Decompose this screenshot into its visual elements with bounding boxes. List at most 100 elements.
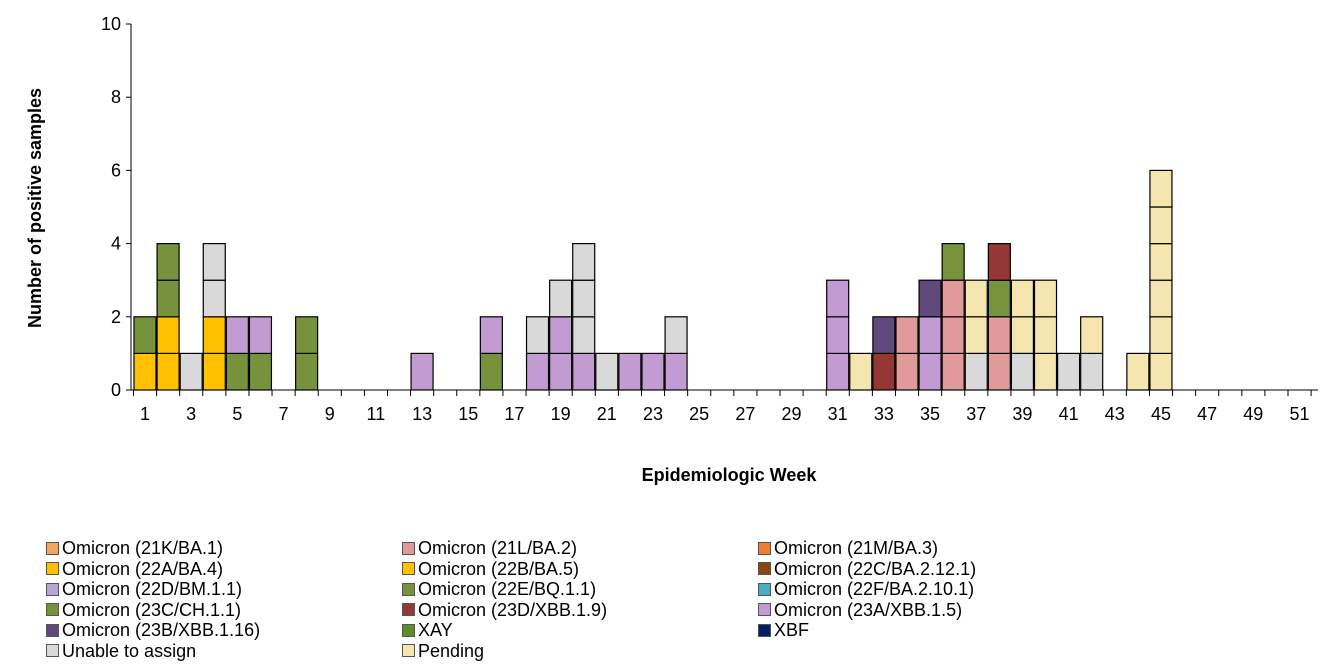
bar-segment bbox=[1033, 279, 1058, 318]
legend-item: Pending bbox=[402, 641, 484, 661]
x-tick-label: 25 bbox=[689, 404, 709, 424]
legend-label: Omicron (21K/BA.1) bbox=[62, 538, 224, 558]
bar-segment bbox=[895, 352, 919, 391]
bar-segment bbox=[202, 279, 226, 318]
legend-swatch bbox=[758, 603, 771, 616]
bar-segment bbox=[572, 279, 596, 318]
bar-segment bbox=[1080, 352, 1104, 391]
legend-swatch bbox=[402, 623, 415, 637]
bar-segment bbox=[1010, 352, 1035, 391]
legend-swatch bbox=[402, 582, 415, 596]
bar-segment bbox=[964, 279, 988, 318]
bar-segment bbox=[295, 352, 319, 391]
legend-item: Omicron (21L/BA.2) bbox=[402, 538, 577, 558]
legend-swatch bbox=[402, 603, 415, 616]
bar-segment bbox=[895, 316, 919, 354]
bar-segment bbox=[941, 316, 965, 354]
legend-label: Omicron (21L/BA.2) bbox=[418, 538, 578, 558]
bar-segment bbox=[1010, 316, 1035, 354]
bar-segment bbox=[1056, 352, 1081, 391]
x-tick-label: 19 bbox=[551, 404, 571, 424]
bar-segment bbox=[964, 316, 988, 354]
bar-segment bbox=[549, 316, 573, 354]
legend-label: Omicron (23D/XBB.1.9) bbox=[418, 599, 608, 620]
bar-segment bbox=[225, 316, 249, 354]
bar-segment bbox=[549, 352, 573, 391]
x-tick-label: 15 bbox=[458, 404, 478, 424]
bar-segment bbox=[826, 352, 850, 391]
bar-segment bbox=[572, 316, 596, 354]
x-tick-label: 33 bbox=[874, 404, 894, 424]
legend-label: Unable to assign bbox=[62, 640, 197, 661]
x-tick-label: 3 bbox=[186, 404, 196, 424]
bar-segment bbox=[133, 316, 157, 354]
bar-segment bbox=[941, 243, 965, 281]
legend-swatch bbox=[46, 582, 59, 596]
bar-segment bbox=[1149, 206, 1173, 245]
x-tick-label: 31 bbox=[828, 404, 848, 424]
bar-segment bbox=[1033, 316, 1058, 354]
bar-segment bbox=[826, 279, 850, 318]
x-tick-label: 27 bbox=[735, 404, 755, 424]
bar-segment bbox=[918, 279, 942, 318]
x-tick-label: 13 bbox=[412, 404, 432, 424]
bar-segment bbox=[525, 352, 550, 391]
bar-segment bbox=[248, 316, 273, 354]
bar-segment bbox=[941, 352, 965, 391]
x-tick-label: 5 bbox=[232, 404, 242, 424]
legend-label: Omicron (22F/BA.2.10.1) bbox=[774, 579, 975, 599]
bar-segment bbox=[1010, 279, 1035, 318]
legend-label: Omicron (23B/XBB.1.16) bbox=[62, 620, 261, 640]
legend-item: Omicron (22B/BA.5) bbox=[402, 559, 579, 579]
legend-item: Omicron (23D/XBB.1.9) bbox=[402, 600, 607, 620]
legend-swatch bbox=[758, 562, 771, 575]
x-tick-label: 1 bbox=[140, 404, 150, 424]
bar-segment bbox=[1033, 352, 1058, 391]
x-axis-title: Epidemiologic Week bbox=[642, 465, 818, 485]
legend-swatch bbox=[758, 623, 771, 637]
legend-label: Omicron (22E/BQ.1.1) bbox=[418, 579, 597, 599]
bar-segment bbox=[479, 316, 503, 354]
legend-label: Omicron (22D/BM.1.1) bbox=[62, 579, 243, 599]
legend-label: XBF bbox=[774, 620, 810, 640]
legend-item: Unable to assign bbox=[46, 641, 196, 661]
legend-item: Omicron (23A/XBB.1.5) bbox=[758, 600, 962, 620]
x-tick-label: 39 bbox=[1012, 404, 1032, 424]
legend-item: XAY bbox=[402, 620, 453, 640]
bar-segment bbox=[156, 352, 180, 391]
bar-segment bbox=[1149, 316, 1173, 354]
legend-item: Omicron (23C/CH.1.1) bbox=[46, 600, 241, 620]
legend-label: Omicron (22A/BA.4) bbox=[62, 558, 224, 579]
x-tick-label: 17 bbox=[504, 404, 524, 424]
x-tick-label: 23 bbox=[643, 404, 663, 424]
legend-item: Omicron (22D/BM.1.1) bbox=[46, 579, 242, 599]
legend-item: Omicron (23B/XBB.1.16) bbox=[46, 620, 260, 640]
x-tick-label: 49 bbox=[1243, 404, 1263, 424]
x-tick-label: 37 bbox=[966, 404, 986, 424]
bar-segment bbox=[664, 316, 688, 354]
legend-swatch bbox=[46, 644, 59, 657]
x-tick-label: 11 bbox=[367, 404, 386, 424]
legend-swatch bbox=[46, 562, 59, 575]
bar-segment bbox=[525, 316, 550, 354]
bars-group bbox=[133, 169, 1173, 391]
x-tick-label: 9 bbox=[325, 404, 335, 424]
bar-segment bbox=[1126, 352, 1150, 391]
legend-swatch bbox=[46, 541, 59, 555]
bar-segment bbox=[849, 352, 873, 391]
bar-segment bbox=[664, 352, 688, 391]
x-tick-label: 7 bbox=[279, 404, 289, 424]
x-tick-label: 51 bbox=[1289, 404, 1309, 424]
y-tick-label: 0 bbox=[111, 380, 121, 400]
x-tick-label: 35 bbox=[920, 404, 940, 424]
legend-swatch bbox=[758, 541, 771, 555]
bar-segment bbox=[987, 316, 1011, 354]
legend-label: Pending bbox=[418, 640, 485, 661]
bar-segment bbox=[641, 352, 665, 391]
legend-label: XAY bbox=[418, 620, 453, 640]
x-tick-label: 21 bbox=[597, 404, 617, 424]
bar-segment bbox=[572, 352, 596, 391]
bar-segment bbox=[872, 352, 896, 391]
legend-swatch bbox=[402, 541, 415, 555]
